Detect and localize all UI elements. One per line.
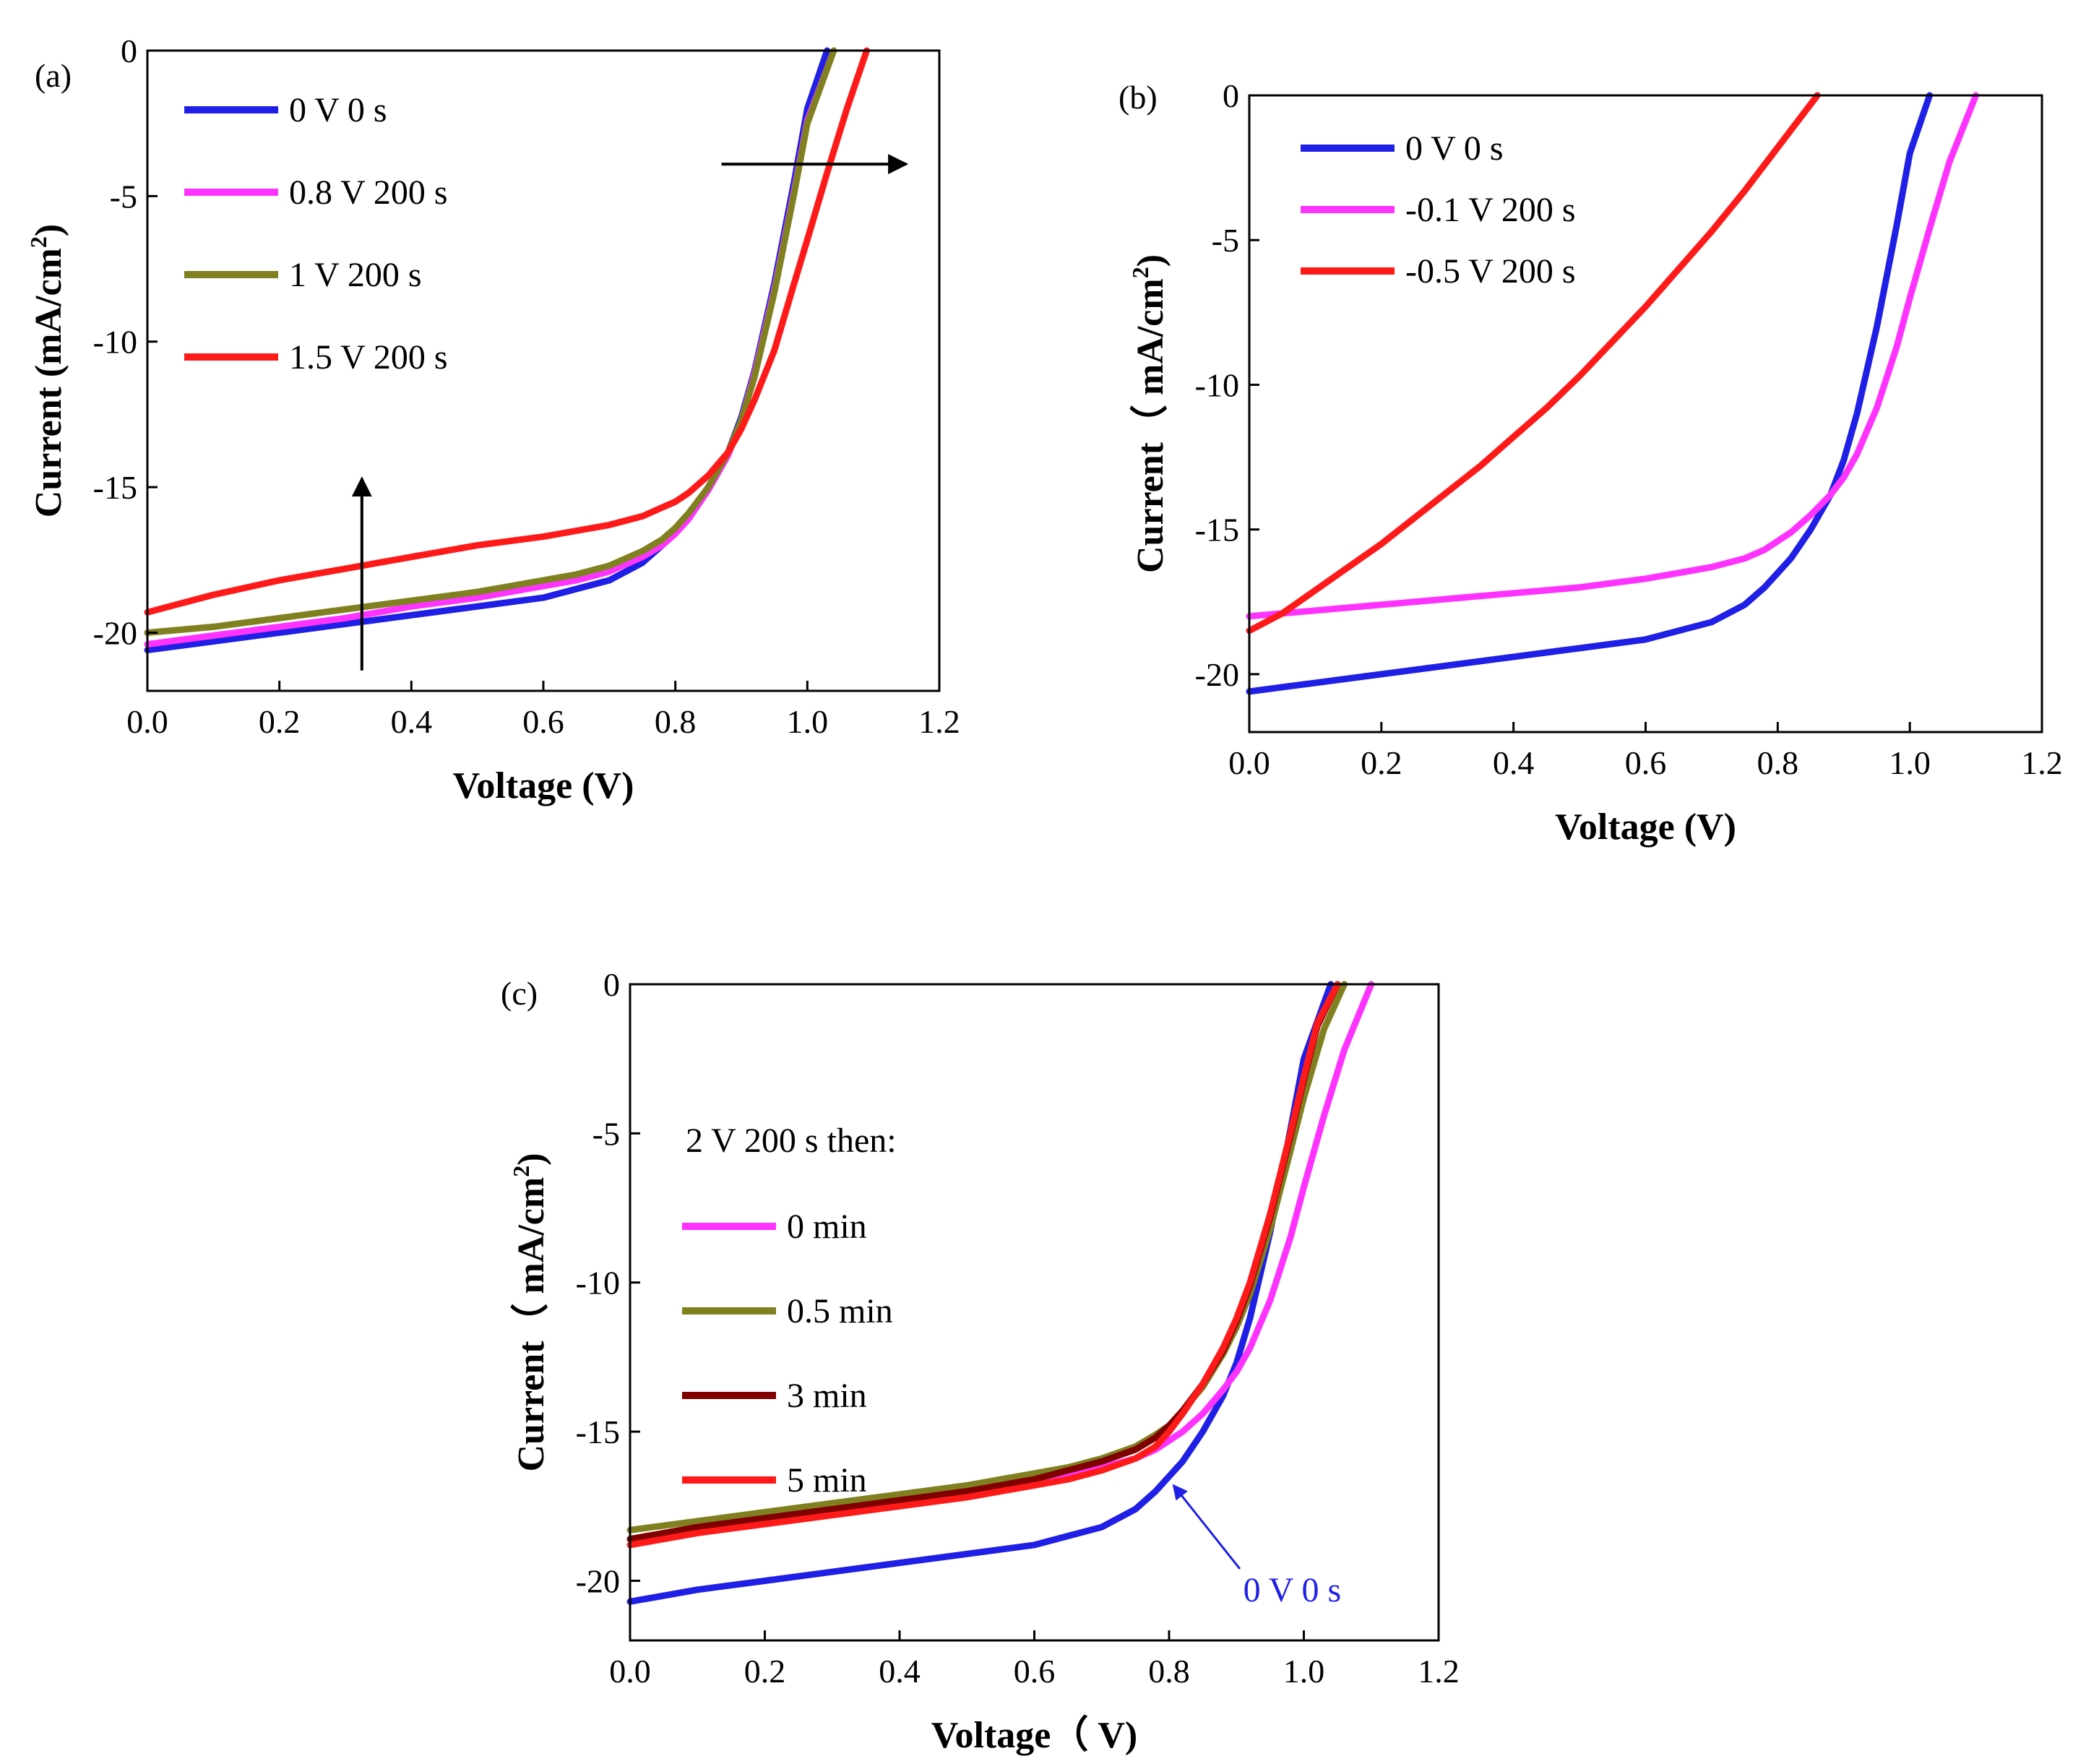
x-tick-label: 0.6 [522,703,564,740]
y-axis-label-close: ) [1130,254,1171,267]
chart-panel-c: 0.0 0.2 0.4 0.6 0.8 1.0 1.2 0 -5 -10 -15 -20 Voltage… [501,966,1460,1756]
y-tick-label: -15 [93,469,137,506]
x-tick-label: 0.2 [1361,744,1402,781]
y-tick-label: 0 [603,966,620,1003]
y-axis-label-main: Current（ mA/cm [1129,278,1171,573]
y-tick-label: 0 [1223,77,1239,114]
y-tick-label: -15 [576,1414,620,1450]
x-tick-label: 0.8 [1148,1653,1190,1690]
legend-label: -0.5 V 200 s [1405,252,1576,291]
x-axis-label: Voltage (V) [453,765,634,806]
legend-title: 2 V 200 s then: [686,1122,897,1160]
y-tick-label: -10 [1195,366,1239,403]
y-tick-label: -5 [592,1115,620,1152]
x-tick-label: 0.4 [391,703,433,740]
series-line--0-1-v-200-s [1246,92,1980,620]
chart-panel-b: 0.0 0.2 0.4 0.6 0.8 1.0 1.2 0 -5 -10 -15 -20 Voltage… [1119,77,2063,848]
x-tick-label: 0.0 [126,703,168,740]
series-line-1-5-v-200-s [144,47,870,616]
x-tick-label: 0.0 [609,1653,651,1690]
panel-label: (a) [35,57,72,94]
x-tick-label: 1.0 [787,703,829,740]
y-axis-label-superscript: 2 [508,1166,534,1177]
y-axis-label-close: ) [511,1153,552,1165]
series-line-0-v-0-s [626,981,1335,1605]
legend-label: 0 min [787,1208,867,1246]
x-tick-label: 0.0 [1228,744,1270,781]
legend-label: 0.8 V 200 s [289,173,448,212]
y-axis-label-main: Current (mA/cm [28,248,69,517]
y-tick-label: -10 [93,324,137,361]
x-axis-label: Voltage（ V) [931,1714,1138,1756]
y-tick-label: -20 [93,614,137,651]
y-axis-label-superscript: 2 [1127,267,1153,278]
x-tick-label: 0.2 [744,1653,786,1690]
y-tick-label: -5 [110,178,137,215]
x-tick-label: 1.2 [2021,744,2063,781]
x-tick-label: 1.0 [1889,744,1931,781]
legend-label: 3 min [787,1377,867,1415]
y-axis-label: Current（ mA/cm2) [1127,254,1171,573]
y-tick-label: -20 [576,1562,620,1599]
x-tick-label: 1.2 [1418,1653,1460,1690]
series-line-5-min [626,981,1341,1549]
series-line--0-5-v-200-s [1246,92,1821,634]
legend-label: 0.5 min [787,1292,893,1330]
legend-label: -0.1 V 200 s [1405,191,1576,229]
series-line-0-8-v-200-s [144,47,837,648]
y-tick-label: -10 [576,1265,620,1302]
legend-label: 1.5 V 200 s [289,338,448,377]
x-tick-label: 0.8 [1757,744,1799,781]
series-line-1-v-200-s [144,47,837,636]
y-tick-label: -5 [1212,222,1239,259]
x-tick-label: 0.8 [655,703,697,740]
x-tick-label: 0.6 [1014,1653,1056,1690]
series-line-0-5-min [626,981,1348,1533]
panel-label: (c) [501,975,538,1012]
chart-panel-a: 0.0 0.2 0.4 0.6 0.8 1.0 1.2 0 -5 -10 -15 -20 Voltage… [25,33,960,806]
y-tick-label: -15 [1195,512,1239,548]
legend-label: 0 V 0 s [1405,129,1504,168]
y-tick-label: -20 [1195,656,1239,693]
legend-label: 5 min [787,1461,867,1500]
x-tick-label: 0.2 [259,703,301,740]
annotation-label: 0 V 0 s [1244,1571,1342,1609]
x-tick-label: 1.0 [1283,1653,1325,1690]
annotation-arrow [1172,1484,1241,1570]
y-axis-label: Current (mA/cm2) [25,224,69,517]
x-tick-label: 0.4 [1493,744,1535,781]
y-axis-label-main: Current（ mA/cm [510,1177,552,1472]
y-axis-label-close: ) [28,224,69,236]
series-line-0-v-0-s [144,47,831,654]
y-axis-label-superscript: 2 [25,236,51,248]
legend-label: 1 V 200 s [289,256,422,294]
series-line-3-min [626,981,1341,1543]
x-axis-label: Voltage (V) [1555,806,1736,848]
legend-label: 0 V 0 s [289,91,387,129]
y-tick-label: 0 [121,33,137,69]
series-line-0-v-0-s [1246,92,1934,695]
panel-label: (b) [1119,79,1158,116]
x-tick-label: 0.6 [1625,744,1667,781]
x-tick-label: 0.4 [879,1653,921,1690]
y-axis-label: Current（ mA/cm2) [508,1153,552,1471]
x-tick-label: 1.2 [918,703,960,740]
